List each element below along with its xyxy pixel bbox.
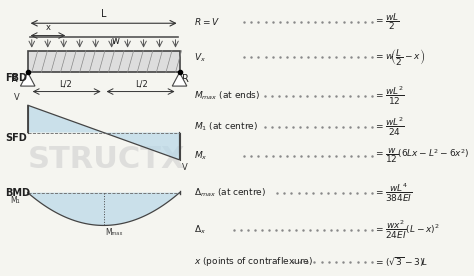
Text: $=\dfrac{wL^2}{24}$: $=\dfrac{wL^2}{24}$ bbox=[374, 116, 404, 138]
Text: V: V bbox=[182, 163, 187, 172]
Text: $\Delta_{max}$ (at centre): $\Delta_{max}$ (at centre) bbox=[194, 186, 266, 199]
Text: V: V bbox=[14, 94, 19, 102]
Text: x: x bbox=[46, 23, 50, 32]
Text: L/2: L/2 bbox=[135, 79, 148, 88]
Polygon shape bbox=[20, 72, 35, 86]
Text: $=\dfrac{w}{12}(6Lx - L^2 - 6x^2)$: $=\dfrac{w}{12}(6Lx - L^2 - 6x^2)$ bbox=[374, 146, 470, 165]
Text: FBD: FBD bbox=[5, 73, 27, 83]
Text: $=\dfrac{wL}{2}$: $=\dfrac{wL}{2}$ bbox=[374, 12, 399, 32]
Polygon shape bbox=[27, 105, 180, 160]
Text: $x$ (points of contraflexure): $x$ (points of contraflexure) bbox=[194, 255, 313, 268]
Text: w: w bbox=[112, 36, 120, 46]
Text: L: L bbox=[101, 9, 106, 19]
Text: STRUCTX: STRUCTX bbox=[28, 145, 185, 174]
Bar bbox=[27, 51, 180, 72]
Text: $M_1$ (at centre): $M_1$ (at centre) bbox=[194, 121, 258, 133]
Text: $V_x$: $V_x$ bbox=[194, 51, 206, 64]
Text: $M_{max}$ (at ends): $M_{max}$ (at ends) bbox=[194, 89, 260, 102]
Polygon shape bbox=[172, 72, 187, 86]
Text: $=\dfrac{wx^2}{24EI}(L-x)^2$: $=\dfrac{wx^2}{24EI}(L-x)^2$ bbox=[374, 218, 440, 241]
Text: $=(\sqrt{3}-3)L$: $=(\sqrt{3}-3)L$ bbox=[374, 255, 428, 269]
Text: $R = V$: $R = V$ bbox=[194, 16, 220, 27]
Text: $= w\!\left(\dfrac{L}{2}-x\right)$: $= w\!\left(\dfrac{L}{2}-x\right)$ bbox=[374, 47, 425, 68]
Text: L/2: L/2 bbox=[59, 79, 72, 88]
Text: M₁: M₁ bbox=[10, 196, 19, 205]
Text: SFD: SFD bbox=[5, 133, 27, 143]
Text: BMD: BMD bbox=[5, 188, 30, 198]
Polygon shape bbox=[27, 193, 180, 225]
Text: $M_x$: $M_x$ bbox=[194, 150, 207, 162]
Text: R: R bbox=[182, 74, 189, 84]
Text: $=\dfrac{wL^2}{12}$: $=\dfrac{wL^2}{12}$ bbox=[374, 84, 404, 107]
Text: Mₘₐₓ: Mₘₐₓ bbox=[106, 228, 123, 237]
Text: $\Delta_x$: $\Delta_x$ bbox=[194, 223, 206, 236]
Text: R: R bbox=[11, 74, 18, 84]
Text: $=\dfrac{wL^4}{384EI}$: $=\dfrac{wL^4}{384EI}$ bbox=[374, 182, 412, 204]
